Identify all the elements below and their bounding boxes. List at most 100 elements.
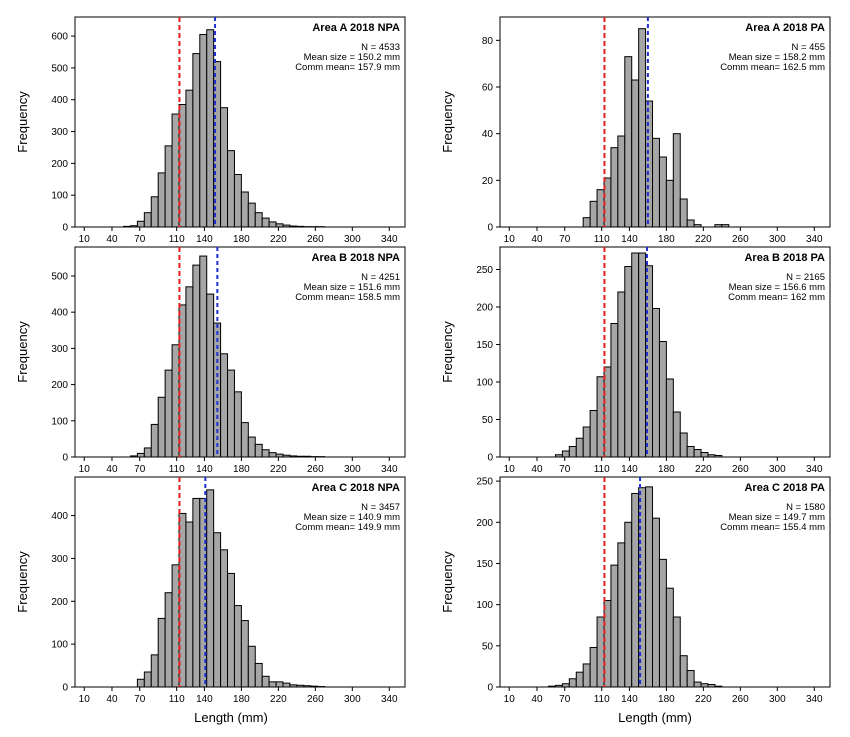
histogram-bar	[631, 79, 640, 228]
histogram-bar	[714, 224, 723, 228]
y-axis-label: Frequency	[15, 91, 30, 153]
x-tick-label: 70	[134, 234, 146, 245]
histogram-bar	[561, 683, 570, 688]
x-tick-label: 300	[344, 464, 361, 475]
histogram-bar	[143, 447, 152, 458]
histogram-bar	[589, 646, 598, 688]
y-tick-label: 0	[62, 453, 68, 464]
histogram-bar	[220, 353, 229, 458]
histogram-bar	[240, 191, 249, 228]
x-tick-label: 70	[559, 234, 571, 245]
histogram-bar	[665, 587, 674, 688]
histogram-bar	[575, 671, 584, 688]
histogram-bar	[192, 497, 201, 688]
stat-line: Comm mean= 158.5 mm	[295, 292, 400, 303]
histogram-bar	[686, 219, 695, 228]
x-tick-label: 140	[621, 234, 638, 245]
y-tick-label: 250	[476, 265, 493, 276]
stat-line: Mean size = 140.9 mm	[304, 512, 400, 523]
x-tick-label: 140	[196, 234, 213, 245]
x-tick-label: 70	[134, 694, 146, 705]
histogram-bar	[150, 423, 159, 458]
histogram-bar	[254, 662, 263, 688]
x-tick-label: 300	[344, 694, 361, 705]
x-tick-label: 260	[732, 234, 749, 245]
x-tick-label: 110	[594, 464, 610, 475]
y-tick-label: 250	[476, 477, 493, 488]
x-tick-label: 70	[134, 464, 146, 475]
histogram-bar	[289, 684, 298, 688]
histogram-bar	[192, 264, 201, 458]
stat-line: Comm mean= 149.9 mm	[295, 522, 400, 533]
x-tick-label: 300	[344, 234, 361, 245]
histogram-bar	[665, 378, 674, 458]
histogram-bar	[624, 521, 633, 688]
x-tick-label: 180	[233, 464, 250, 475]
histogram-bar	[582, 426, 591, 458]
histogram-bar	[123, 225, 131, 228]
y-tick-label: 100	[51, 640, 68, 651]
histogram-bar	[192, 53, 201, 228]
x-tick-label: 40	[531, 234, 543, 245]
histogram-bar	[136, 452, 145, 458]
y-tick-label: 300	[51, 344, 68, 355]
y-tick-label: 400	[51, 95, 68, 106]
histogram-bar	[693, 449, 702, 458]
histogram-bar	[143, 671, 152, 688]
histogram-bar	[261, 217, 270, 228]
histogram-bar	[206, 293, 215, 458]
histogram-bar	[254, 443, 263, 458]
panel-title: Area B 2018 NPA	[312, 252, 401, 264]
histogram-bar	[275, 681, 284, 688]
x-tick-label: 260	[307, 694, 324, 705]
histogram-bar	[686, 446, 695, 458]
histogram-bar	[185, 89, 194, 228]
histogram-bar	[220, 107, 229, 228]
x-tick-label: 180	[658, 694, 675, 705]
histogram-bar	[575, 437, 584, 458]
histogram-bar	[164, 369, 173, 458]
x-tick-label: 10	[79, 234, 91, 245]
x-tick-label: 180	[658, 234, 675, 245]
stat-line: Mean size = 151.6 mm	[304, 282, 400, 293]
histogram-bar	[693, 224, 702, 228]
y-tick-label: 100	[476, 378, 493, 389]
histogram-bar	[658, 558, 667, 688]
histogram-panel: 10 40 70 110 140 180 220 260 300 340 0 100 200 300 400…	[15, 246, 406, 475]
histogram-bar	[589, 200, 598, 228]
histogram-bar	[227, 150, 235, 228]
x-tick-label: 300	[769, 464, 786, 475]
x-tick-label: 260	[732, 464, 749, 475]
histogram-bar	[206, 489, 215, 688]
histogram-bar	[296, 684, 305, 688]
y-tick-label: 200	[51, 380, 68, 391]
histogram-bar	[631, 492, 640, 688]
x-tick-label: 70	[559, 694, 571, 705]
histogram-bar	[596, 376, 605, 458]
histogram-bar	[233, 174, 242, 228]
x-tick-label: 180	[233, 694, 250, 705]
histogram-bar	[150, 196, 159, 228]
y-axis-label: Frequency	[440, 91, 455, 153]
histogram-bar	[220, 549, 229, 688]
y-tick-label: 200	[51, 159, 68, 170]
x-tick-label: 110	[169, 464, 185, 475]
x-axis-label-left: Length (mm)	[194, 710, 268, 725]
histogram-bar	[233, 391, 242, 458]
x-tick-label: 110	[594, 234, 610, 245]
x-tick-label: 10	[79, 694, 91, 705]
histogram-bar	[672, 133, 681, 228]
y-tick-label: 0	[487, 223, 493, 234]
histogram-bar	[596, 189, 605, 228]
histogram-bar	[282, 454, 291, 458]
y-tick-label: 20	[482, 176, 494, 187]
stat-line: Mean size = 150.2 mm	[304, 52, 400, 63]
y-tick-label: 100	[51, 191, 68, 202]
histogram-bar	[157, 617, 166, 688]
histogram-bar	[672, 411, 681, 458]
histogram-bar	[624, 56, 633, 228]
x-tick-label: 220	[270, 234, 287, 245]
histogram-bar	[268, 681, 277, 688]
panel-title: Area C 2018 PA	[744, 482, 825, 494]
